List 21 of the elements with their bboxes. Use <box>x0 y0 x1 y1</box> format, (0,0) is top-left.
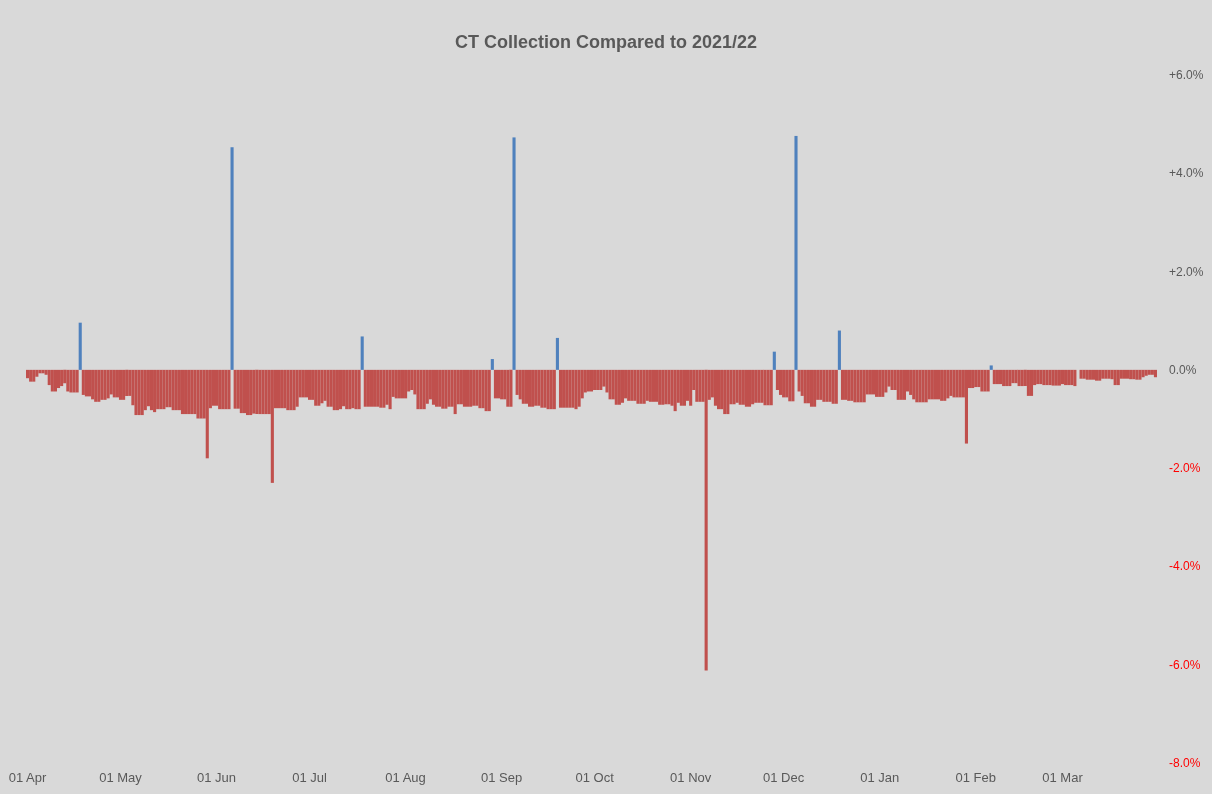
y-tick-label: -2.0% <box>1169 461 1201 476</box>
y-tick-label: -8.0% <box>1169 756 1201 770</box>
x-tick-label: 01 Jun <box>197 770 237 785</box>
x-tick-label: 01 Sep <box>481 770 523 785</box>
x-tick-label: 01 May <box>99 770 143 785</box>
x-tick-label: 01 Nov <box>670 770 712 785</box>
x-tick-label: 01 Jul <box>292 770 327 785</box>
y-tick-label: -4.0% <box>1169 559 1201 574</box>
y-tick-label: 0.0% <box>1169 362 1197 377</box>
y-tick-label: +6.0% <box>1169 68 1204 82</box>
y-tick-label: -6.0% <box>1169 657 1201 672</box>
y-tick-label: +2.0% <box>1169 264 1204 279</box>
x-tick-label: 01 Dec <box>763 770 805 785</box>
x-tick-label: 01 Aug <box>385 770 426 785</box>
x-tick-label: 01 Mar <box>1042 770 1084 785</box>
y-tick-label: +4.0% <box>1169 166 1204 181</box>
x-tick-label: 01 Jan <box>860 770 900 785</box>
x-tick-label: 01 Apr <box>8 770 48 785</box>
chart-title: CT Collection Compared to 2021/22 <box>454 32 758 52</box>
x-tick-label: 01 Feb <box>955 770 996 785</box>
x-tick-label: 01 Oct <box>575 770 615 785</box>
